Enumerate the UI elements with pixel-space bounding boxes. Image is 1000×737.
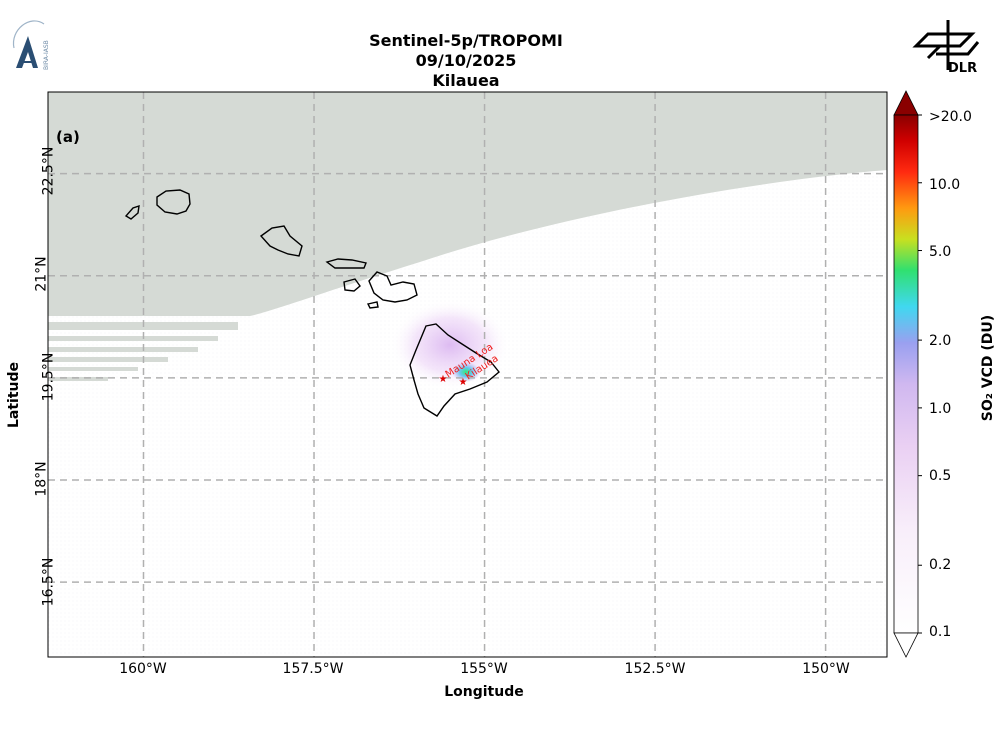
y-axis-title: Latitude <box>6 361 22 428</box>
coast-maui <box>368 271 418 303</box>
map-subtitle: Kilauea <box>432 71 500 90</box>
colorbar-tick-label: >20.0 <box>929 109 972 125</box>
no-data-region <box>48 92 887 316</box>
y-tick-label: 22.5°N <box>40 146 57 196</box>
colorbar-tick-label: 0.5 <box>929 468 952 484</box>
x-tick-label: 152.5°W <box>624 661 686 677</box>
colorbar-extend-top <box>893 90 919 116</box>
colorbar-tickmarks <box>918 114 922 634</box>
coast-big-island <box>409 323 500 417</box>
coast-niihau <box>124 204 140 220</box>
mauna-loa-marker: ★ <box>439 374 448 385</box>
x-axis-title: Longitude <box>444 684 524 700</box>
map-gridlines <box>48 92 887 657</box>
bira-logo-text: BIRA-IASB <box>43 40 50 70</box>
dlr-logo: DLR <box>912 20 980 76</box>
colorbar <box>893 90 922 658</box>
so2-plume-halo <box>390 300 510 390</box>
x-tick-label: 155°W <box>460 661 508 677</box>
x-tick-label: 160°W <box>119 661 167 677</box>
x-tick-label: 150°W <box>802 661 850 677</box>
y-tick-label: 18°N <box>33 461 50 497</box>
panel-label: (a) <box>56 128 80 146</box>
coast-kahoolawe <box>366 301 379 309</box>
bira-iasb-logo: BIRA-IASB <box>12 20 50 70</box>
colorbar-tick-label: 0.1 <box>929 624 952 640</box>
coastlines <box>124 189 500 417</box>
colorbar-tick-label: 2.0 <box>929 333 952 349</box>
y-tick-label: 19.5°N <box>40 352 57 402</box>
colorbar-tick-label: 5.0 <box>929 244 952 260</box>
colorbar-tick-label: 10.0 <box>929 177 961 193</box>
map-frame <box>47 91 888 658</box>
so2-plume-core <box>452 362 480 382</box>
colorbar-bar <box>893 114 919 634</box>
kilauea-marker: ★ <box>459 377 468 388</box>
dlr-logo-text: DLR <box>948 61 977 76</box>
coast-molokai <box>325 258 367 269</box>
x-tick-label: 157.5°W <box>282 661 344 677</box>
map-date: 09/10/2025 <box>415 51 517 70</box>
colorbar-tick-label: 1.0 <box>929 401 952 417</box>
y-tick-label: 16.5°N <box>40 557 57 607</box>
colorbar-extend-bottom <box>893 632 919 658</box>
coast-lanai <box>343 278 361 292</box>
map-title: Sentinel-5p/TROPOMI <box>369 31 563 50</box>
colorbar-title: SO₂ VCD (DU) <box>980 314 996 422</box>
coast-kauai <box>156 189 191 215</box>
coast-oahu <box>259 225 303 257</box>
colorbar-tick-label: 0.2 <box>929 557 952 573</box>
y-tick-label: 21°N <box>33 256 50 292</box>
